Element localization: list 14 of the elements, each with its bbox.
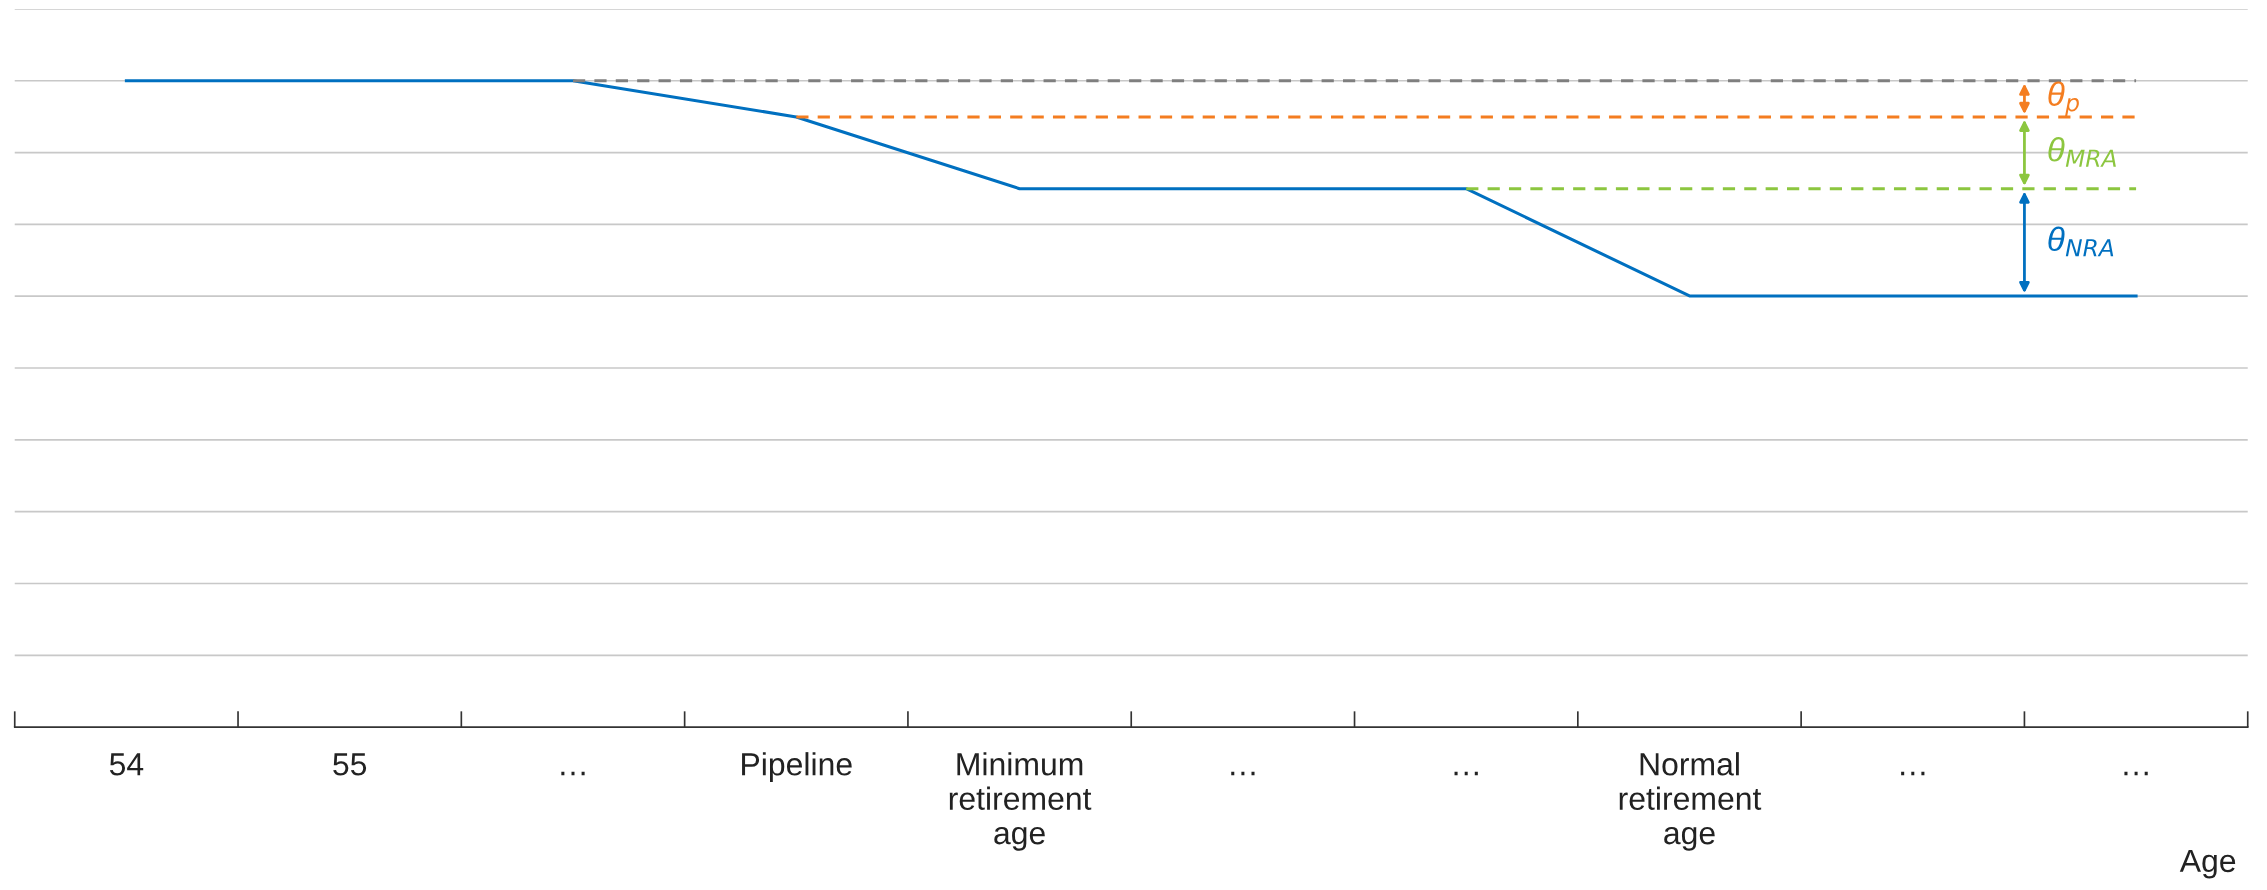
x-tick-label: … [2124, 771, 2148, 776]
x-axis-title: Age [2179, 849, 2236, 879]
x-tick-label: Normal retirement age [1619, 752, 1762, 851]
annotation: θ$_{MRA}$ [2048, 137, 2116, 167]
x-tick-label: 54 [109, 753, 144, 776]
x-tick-label: 55 [333, 753, 367, 776]
annotation: θ$_{NRA}$ [2048, 226, 2114, 257]
x-tick-label: … [1231, 771, 1255, 776]
x-tick-label: … [1901, 771, 1925, 776]
x-tick-label: … [1454, 771, 1478, 776]
x-tick-label: Minimum retirement age [949, 752, 1092, 851]
x-tick-label: … [561, 771, 585, 776]
x-tick-label: Pipeline [742, 752, 852, 782]
annotation: θ$_{p}$ [2048, 81, 2079, 116]
